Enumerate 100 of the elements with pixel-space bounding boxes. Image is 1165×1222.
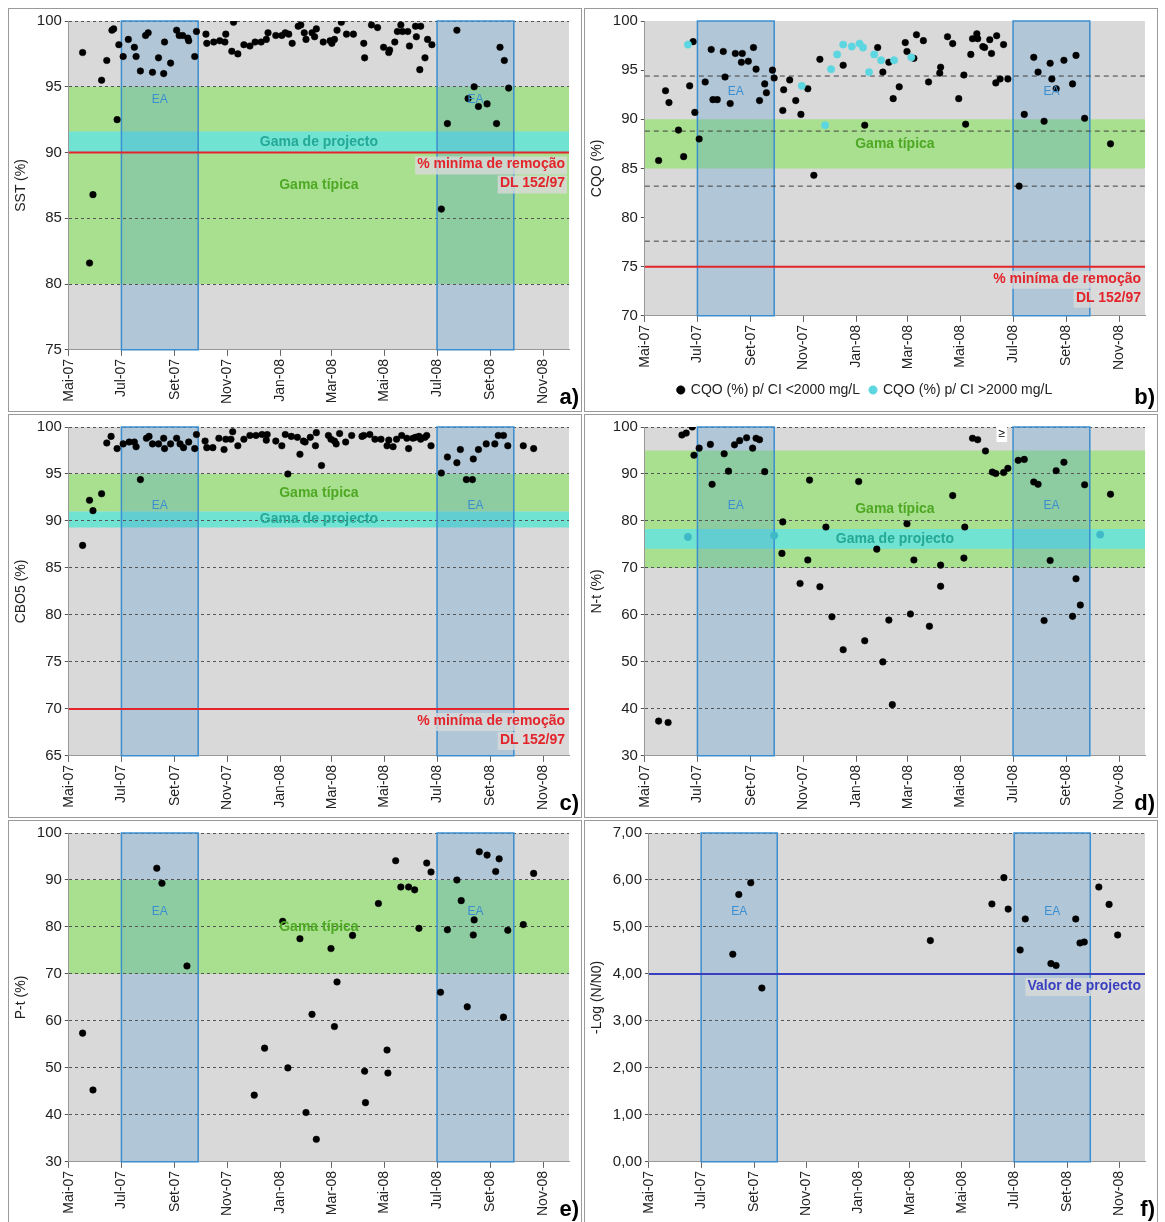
point: [483, 851, 491, 859]
x-tick-label: Set-08: [481, 358, 498, 401]
x-tick-label: Mar-08: [322, 1170, 339, 1216]
y-tick-label: 40: [621, 699, 638, 717]
legend-label: CQO (%) p/ CI <2000 mg/L: [690, 380, 861, 397]
point: [469, 931, 477, 939]
point: [729, 950, 737, 958]
x-tick-label: Set-07: [741, 764, 758, 807]
point: [312, 1135, 320, 1143]
x-tick-label: Jul-07: [688, 324, 705, 364]
x-tick-label: Nov-07: [218, 764, 235, 811]
point: [453, 876, 461, 884]
y-tick-label: 3,00: [612, 1011, 642, 1029]
x-tick-label: Nov-08: [1109, 324, 1126, 371]
text: c): [559, 790, 579, 816]
y-tick-label: 100: [36, 823, 62, 841]
point: [443, 926, 451, 934]
point: [1016, 946, 1024, 954]
band-label: EA: [151, 92, 168, 107]
x-tick-label: Jul-08: [427, 764, 444, 804]
point: [758, 984, 766, 992]
point: [333, 978, 341, 986]
x-tick-label: Mai-07: [635, 764, 652, 808]
x-tick-label: Set-07: [741, 324, 758, 367]
x-tick-label: Jan-08: [846, 764, 863, 808]
point: [1000, 874, 1008, 882]
annotation: ≥: [998, 426, 1006, 441]
band-label: EA: [467, 904, 484, 919]
y-tick-label: 100: [612, 417, 638, 435]
x-tick-label: Mai-08: [375, 1170, 392, 1214]
y-tick-label: 95: [45, 76, 62, 94]
point: [89, 1086, 97, 1094]
point: [411, 886, 419, 894]
point: [457, 897, 465, 905]
band-label: EA: [151, 498, 168, 513]
x-tick-label: Jul-08: [1003, 324, 1020, 364]
point: [383, 1046, 391, 1054]
y-axis-title: -Log (N/N0): [588, 960, 605, 1034]
y-tick-label: 100: [36, 11, 62, 29]
x-tick-label: Mai-07: [59, 1170, 76, 1214]
point: [284, 1064, 292, 1072]
point: [1021, 915, 1029, 923]
x-tick-label: Nov-08: [533, 358, 550, 405]
point: [684, 40, 692, 49]
point: [833, 50, 842, 59]
text: b): [1134, 384, 1155, 410]
x-tick-label: Mai-08: [375, 764, 392, 808]
point: [374, 899, 382, 908]
y-tick-label: 90: [621, 109, 638, 127]
point: [405, 883, 413, 891]
x-tick-label: Jan-08: [270, 764, 287, 808]
point: [1105, 900, 1113, 908]
text: e): [559, 1196, 579, 1222]
x-tick-label: Jul-07: [688, 764, 705, 804]
point: [302, 1108, 310, 1117]
band-label: EA: [467, 92, 484, 107]
band-label: EA: [151, 904, 168, 919]
x-tick-label: Mai-07: [635, 324, 652, 368]
text: a): [559, 384, 579, 410]
y-tick-label: 95: [621, 60, 638, 78]
point: [890, 56, 898, 65]
point: [330, 1023, 338, 1031]
x-tick-label: Set-07: [745, 1170, 762, 1213]
y-tick-label: 95: [45, 464, 62, 482]
band-label: EA: [731, 904, 748, 919]
point: [463, 1003, 471, 1011]
ref-line-label: Valor de projecto: [1027, 976, 1141, 993]
point: [436, 988, 445, 996]
point: [1114, 931, 1122, 939]
band-label: EA: [1044, 904, 1061, 919]
y-tick-label: 85: [45, 208, 62, 226]
y-tick-label: 90: [621, 464, 638, 482]
text: d): [1134, 790, 1155, 816]
y-axis-title: SST (%): [12, 159, 29, 212]
y-tick-label: 5,00: [612, 917, 642, 935]
x-tick-label: Mar-08: [898, 324, 915, 370]
point: [797, 81, 806, 90]
x-tick-label: Jul-07: [112, 358, 129, 398]
x-tick-label: Set-08: [1057, 324, 1074, 367]
point: [79, 1029, 87, 1037]
point: [530, 869, 538, 877]
y-tick-label: 7,00: [612, 823, 642, 841]
x-tick-label: Mai-07: [59, 358, 76, 402]
point: [1072, 915, 1080, 923]
point: [865, 68, 873, 77]
point: [492, 867, 500, 876]
y-tick-label: 75: [45, 340, 62, 358]
y-tick-label: 80: [621, 511, 638, 529]
y-tick-label: 90: [45, 511, 62, 529]
point: [153, 864, 161, 872]
y-tick-label: 80: [45, 274, 62, 292]
y-tick-label: 70: [45, 964, 62, 982]
x-tick-label: Nov-07: [797, 1170, 814, 1217]
x-tick-label: Jul-07: [692, 1170, 709, 1210]
x-tick-label: Mai-07: [59, 764, 76, 808]
point: [296, 935, 304, 943]
y-tick-label: 100: [36, 417, 62, 435]
y-tick-label: 85: [621, 158, 638, 176]
y-tick-label: 60: [45, 1011, 62, 1029]
x-tick-label: Nov-08: [1109, 764, 1126, 811]
